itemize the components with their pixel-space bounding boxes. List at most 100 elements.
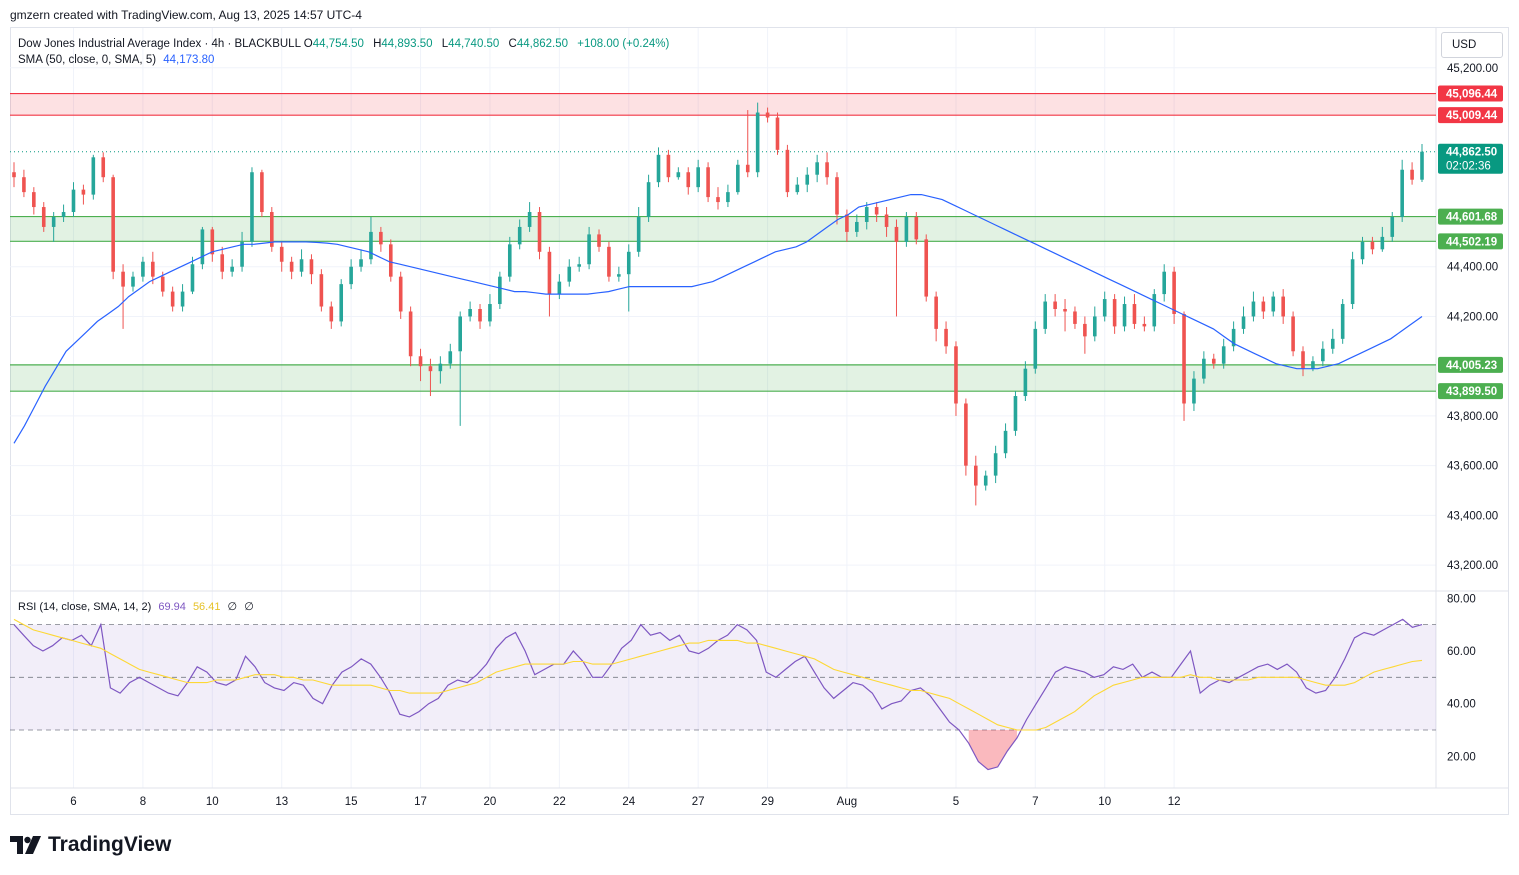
candle-body [1251,301,1256,317]
rsi-tick-label: 80.00 [1447,593,1476,605]
candle-body [775,117,780,150]
sma-indicator-value: 44,173.80 [163,54,215,66]
sma-indicator-label[interactable]: SMA (50, close, 0, SMA, 5) [18,54,157,66]
time-tick-label: 22 [553,796,566,808]
candle-body [309,259,314,275]
candle-body [785,149,790,193]
time-tick-label: 10 [206,796,219,808]
tradingview-logo-icon [10,836,41,854]
sma50-line [13,194,1423,444]
rsi-sma-line [13,618,1423,731]
main-legend: Dow Jones Industrial Average Index · 4h … [18,36,675,68]
price-tick-label: 43,400.00 [1447,510,1498,522]
candle-body [488,304,492,322]
candle-body [557,281,562,295]
candle-body [993,453,998,476]
chart-frame [10,27,1509,815]
candle-body [448,351,453,364]
candle-body [547,251,552,295]
support-price-tag [1438,208,1503,225]
close-label: C [508,38,517,50]
time-tick-label: 10 [1098,796,1111,808]
candle-body [319,274,324,307]
rsi-tick-label: 40.00 [1447,699,1476,711]
candle-body [666,154,671,178]
symbol-title[interactable]: Dow Jones Industrial Average Index · 4h … [18,38,301,50]
candle-body [815,162,819,175]
support-zone [10,216,1436,242]
low-label: L [441,38,449,50]
tradingview-logo[interactable]: TradingView [10,833,171,857]
candle-body [597,234,601,247]
support-price-label: 43,899.50 [1446,386,1497,398]
candle-body [726,192,730,203]
candle-body [1102,299,1107,317]
candle-body [388,244,393,277]
price-gridlines [10,28,1509,788]
candle-body [41,207,46,227]
candle-body [835,177,839,215]
candle-body [299,259,304,272]
close-value: 44,862.50 [516,38,569,50]
candle-body [1043,301,1048,329]
candle-body [1291,316,1295,352]
candle-body [1053,301,1057,309]
candle-body [230,266,234,272]
candle-body [200,229,205,265]
candle-body [1311,361,1315,369]
price-tick-label: 43,200.00 [1447,560,1498,572]
candle-body [1182,313,1186,404]
rsi-value: 69.94 [158,601,186,613]
time-tick-label: 15 [345,796,358,808]
candle-body [874,207,879,215]
candle-body [141,261,145,277]
last-price-tag [1438,143,1503,174]
candle-body [845,214,849,232]
candle-body [964,403,968,466]
candle-body [944,328,948,347]
candle-body [983,475,988,486]
currency-selector[interactable]: USD [1441,32,1503,58]
candle-body [795,184,800,193]
time-tick-label: 7 [1032,796,1038,808]
candle-body [607,246,611,277]
low-value: 44,740.50 [448,38,500,50]
candle-body [1261,301,1266,312]
rsi-tick-label: 20.00 [1447,751,1476,763]
open-value: 44,754.50 [312,38,364,50]
candle-body [22,177,26,193]
chart-credit: gmzern created with TradingView.com, Aug… [10,8,362,22]
candle-body [745,164,750,173]
resistance-price-label: 45,009.44 [1446,110,1498,122]
time-tick-label: 6 [70,796,76,808]
candle-body [1023,368,1028,397]
candle-body [51,216,56,227]
candle-body [458,316,462,352]
rsi-indicator-label[interactable]: RSI (14, close, SMA, 14, 2) [18,601,152,613]
candle-body [1221,346,1226,364]
candle-body [1083,323,1087,337]
candle-body [111,177,115,272]
candle-body [914,216,919,240]
candle-body [210,229,215,255]
candle-body [1013,396,1018,431]
candle-body [180,291,185,307]
candle-body [617,274,621,277]
time-axis: 6 8 10 13 15 17 20 22 24 27 29 Aug 5 7 10 12 [10,787,1509,808]
candle-body [805,174,810,185]
support-price-label: 44,601.68 [1446,212,1498,224]
candle-body [904,216,909,242]
candle-body [1112,299,1117,327]
candle-body [1003,430,1008,454]
candle-body [825,162,829,178]
candle-body [934,296,938,329]
resistance-price-label: 45,096.44 [1446,89,1498,101]
last-price-label: 44,862.50 [1446,147,1497,159]
candle-body [1380,236,1385,250]
candle-body [438,363,443,372]
resistance-zone [10,93,1436,116]
candle-body [1152,294,1157,327]
candle-body [240,241,244,267]
price-tick-label: 44,400.00 [1447,262,1498,274]
